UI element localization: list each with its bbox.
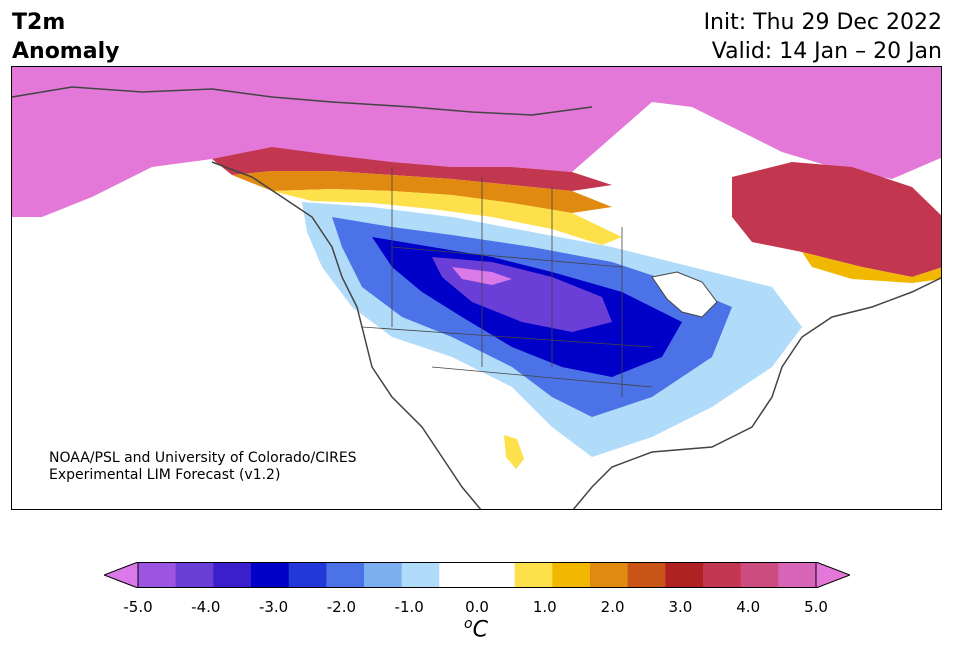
colorbar-segment <box>138 562 177 588</box>
colorbar-extend-high <box>815 562 850 588</box>
anomaly-warm-orange <box>232 171 612 213</box>
colorbar-segment <box>552 562 591 588</box>
colorbar-tick-label: -5.0 <box>123 598 153 616</box>
colorbar-tick-label: 2.0 <box>600 598 625 616</box>
colorbar-segment <box>439 562 478 588</box>
colorbar-segment <box>590 562 629 588</box>
credit-text: NOAA/PSL and University of Colorado/CIRE… <box>49 450 357 484</box>
colorbar-ticks: -5.0 -4.0 -3.0 -2.0 -1.0 0.0 1.0 2.0 3.0 4.0 5.0 <box>0 598 953 618</box>
unit-superscript: o <box>464 616 473 632</box>
title-line-2: Anomaly <box>12 39 120 64</box>
plot-title: T2m Anomaly <box>12 8 119 66</box>
colorbar-segment <box>627 562 666 588</box>
colorbar <box>104 562 850 588</box>
anomaly-east-warm <box>732 162 941 277</box>
colorbar-tick-label: 4.0 <box>736 598 761 616</box>
forecast-dates: Init: Thu 29 Dec 2022 Valid: 14 Jan – 20… <box>704 8 942 66</box>
colorbar-segment <box>288 562 327 588</box>
credit-line-1: NOAA/PSL and University of Colorado/CIRE… <box>49 450 357 466</box>
colorbar-segment <box>740 562 779 588</box>
colorbar-tick-label: -2.0 <box>326 598 357 616</box>
unit-label: C <box>472 617 488 643</box>
anomaly-warm-magenta <box>12 67 941 217</box>
colorbar-segment <box>778 562 817 588</box>
valid-date: Valid: 14 Jan – 20 Jan <box>711 39 942 64</box>
title-line-1: T2m <box>12 10 66 35</box>
colorbar-tick-label: 5.0 <box>804 598 828 616</box>
colorbar-segment <box>175 562 214 588</box>
map-svg <box>12 67 941 509</box>
colorbar-tick-label: -3.0 <box>258 598 289 616</box>
init-date: Init: Thu 29 Dec 2022 <box>703 10 942 35</box>
colorbar-tick-label: 0.0 <box>465 598 489 616</box>
colorbar-segment <box>477 562 516 588</box>
colorbar-segment <box>364 562 403 588</box>
state-borders <box>361 167 653 397</box>
coastline <box>12 86 941 509</box>
colorbar-segment <box>401 562 440 588</box>
anomaly-southwest-warm <box>504 435 524 469</box>
colorbar-tick-label: -4.0 <box>191 598 221 616</box>
colorbar-segment <box>326 562 365 588</box>
colorbar-tick-label: -1.0 <box>394 598 424 616</box>
colorbar-unit: oC <box>464 616 488 642</box>
great-lakes <box>651 271 718 318</box>
colorbar-segment <box>213 562 252 588</box>
colorbar-extend-low <box>104 562 139 588</box>
colorbar-tick-label: 3.0 <box>668 598 693 616</box>
anomaly-warm-red <box>212 147 612 191</box>
colorbar-tick-label: 1.0 <box>532 598 557 616</box>
colorbar-segments <box>104 562 850 588</box>
anomaly-map <box>11 66 942 510</box>
anomaly-east-yellow <box>802 252 941 283</box>
colorbar-segment <box>665 562 704 588</box>
colorbar-segment <box>703 562 742 588</box>
colorbar-segment <box>514 562 553 588</box>
credit-line-2: Experimental LIM Forecast (v1.2) <box>49 467 281 483</box>
colorbar-segment <box>251 562 290 588</box>
